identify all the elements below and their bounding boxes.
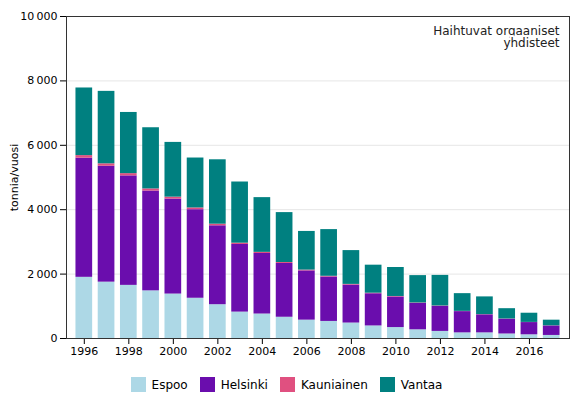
svg-text:2004: 2004 xyxy=(248,345,276,358)
svg-text:4 000: 4 000 xyxy=(27,203,57,216)
svg-text:2014: 2014 xyxy=(471,345,499,358)
svg-text:2000: 2000 xyxy=(159,345,187,358)
svg-text:2010: 2010 xyxy=(382,345,410,358)
svg-text:tonnia/vuosi: tonnia/vuosi xyxy=(8,144,21,212)
svg-text:2008: 2008 xyxy=(337,345,365,358)
svg-text:2006: 2006 xyxy=(293,345,321,358)
html-text:Vantaa: Vantaa xyxy=(400,377,443,392)
html-text:Helsinki: Helsinki xyxy=(220,377,268,392)
svg-text:1996: 1996 xyxy=(70,345,98,358)
svg-text:2002: 2002 xyxy=(204,345,232,358)
svg-text:8 000: 8 000 xyxy=(27,74,57,87)
svg-text:0: 0 xyxy=(51,332,58,345)
svg-text:1998: 1998 xyxy=(115,345,143,358)
svg-text:2016: 2016 xyxy=(515,345,543,358)
svg-text:6 000: 6 000 xyxy=(27,139,57,152)
html-text:Espoo: Espoo xyxy=(151,377,188,392)
svg-text:2 000: 2 000 xyxy=(27,268,57,281)
html-text:Kauniainen: Kauniainen xyxy=(300,377,368,392)
svg-text:Haihtuvat orgaanisetyhdisteet: Haihtuvat orgaanisetyhdisteet xyxy=(433,24,560,50)
svg-text:10 000: 10 000 xyxy=(20,10,57,23)
svg-text:2012: 2012 xyxy=(426,345,454,358)
